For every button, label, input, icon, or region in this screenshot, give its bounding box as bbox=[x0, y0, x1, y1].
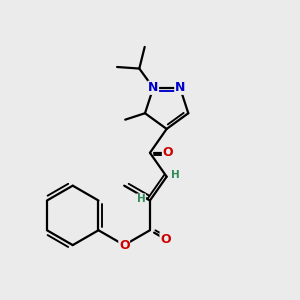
Text: H: H bbox=[171, 170, 180, 180]
Text: O: O bbox=[160, 233, 171, 246]
Text: O: O bbox=[163, 146, 173, 159]
Text: N: N bbox=[175, 81, 185, 94]
Text: O: O bbox=[119, 238, 130, 252]
Text: H: H bbox=[137, 194, 146, 204]
Text: N: N bbox=[148, 81, 158, 94]
